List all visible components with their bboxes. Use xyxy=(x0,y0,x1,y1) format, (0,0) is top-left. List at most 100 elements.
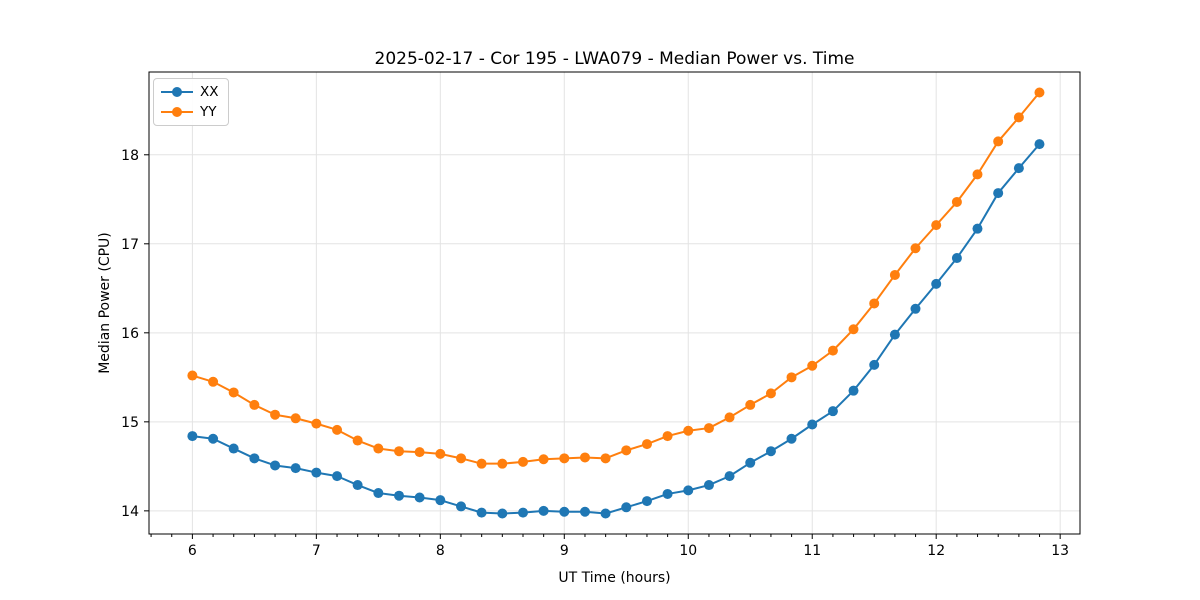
data-point xyxy=(249,453,260,464)
data-point xyxy=(951,196,962,207)
data-point xyxy=(394,446,405,457)
data-point xyxy=(290,413,301,424)
x-tick-label: 7 xyxy=(312,543,321,559)
data-point xyxy=(889,329,900,340)
data-point xyxy=(208,433,219,444)
data-point xyxy=(1034,87,1045,98)
data-point xyxy=(931,220,942,231)
data-point xyxy=(910,303,921,314)
x-tick-label: 13 xyxy=(1051,543,1069,559)
legend-label-YY: YY xyxy=(200,104,217,120)
data-point xyxy=(724,471,735,482)
data-point xyxy=(187,370,198,381)
data-point xyxy=(228,387,239,398)
ticks xyxy=(144,154,1061,539)
data-point xyxy=(559,453,570,464)
data-point xyxy=(497,508,508,519)
data-point xyxy=(703,423,714,434)
data-point xyxy=(270,409,281,420)
data-point xyxy=(662,431,673,442)
data-point xyxy=(807,419,818,430)
data-point xyxy=(972,223,983,234)
data-point xyxy=(600,453,611,464)
data-point xyxy=(352,480,363,491)
data-point xyxy=(869,298,880,309)
data-point xyxy=(972,169,983,180)
data-point xyxy=(332,424,343,435)
data-point xyxy=(1013,112,1024,123)
data-point xyxy=(848,324,859,335)
data-point xyxy=(1013,163,1024,174)
gridlines xyxy=(149,72,1080,534)
data-point xyxy=(414,447,425,458)
x-tick-label: 10 xyxy=(679,543,697,559)
data-point xyxy=(827,406,838,417)
data-point xyxy=(373,488,384,499)
data-point xyxy=(600,508,611,519)
data-point xyxy=(765,388,776,399)
data-point xyxy=(373,443,384,454)
data-point xyxy=(518,507,529,518)
y-axis-label: Median Power (CPU) xyxy=(97,232,113,374)
series-YY xyxy=(187,87,1045,469)
legend-entry-YY: YY xyxy=(160,103,222,121)
axes-frame xyxy=(148,71,1081,535)
data-point xyxy=(270,460,281,471)
x-tick-label: 11 xyxy=(803,543,821,559)
data-point xyxy=(538,454,549,465)
data-point xyxy=(786,372,797,383)
series-XX xyxy=(187,139,1045,519)
data-point xyxy=(889,269,900,280)
data-point xyxy=(786,433,797,444)
legend-entry-XX: XX xyxy=(160,83,222,101)
data-point xyxy=(456,501,467,512)
data-point xyxy=(332,471,343,482)
data-point xyxy=(745,399,756,410)
data-point xyxy=(683,485,694,496)
x-tick-label: 12 xyxy=(927,543,945,559)
data-point xyxy=(518,456,529,467)
data-point xyxy=(538,505,549,516)
data-point xyxy=(1034,139,1045,150)
data-point xyxy=(476,458,487,469)
y-tick-label: 14 xyxy=(121,504,139,520)
tick-labels: 6 7 8 9 10 11 12 13 14 15 16 17 18 xyxy=(121,148,1069,559)
data-point xyxy=(497,458,508,469)
data-point xyxy=(683,425,694,436)
data-point xyxy=(187,431,198,442)
data-point xyxy=(745,457,756,468)
data-point xyxy=(641,496,652,507)
data-point xyxy=(869,359,880,370)
data-point xyxy=(456,453,467,464)
x-axis-label: UT Time (hours) xyxy=(558,570,671,586)
x-tick-label: 9 xyxy=(560,543,569,559)
data-point xyxy=(848,385,859,396)
series-line-XX xyxy=(192,143,1041,515)
y-tick-label: 16 xyxy=(121,326,139,342)
y-tick-label: 18 xyxy=(121,148,139,164)
data-point xyxy=(621,445,632,456)
data-point xyxy=(993,136,1004,147)
data-point xyxy=(290,463,301,474)
data-point xyxy=(910,243,921,254)
data-point xyxy=(827,345,838,356)
data-point xyxy=(621,502,632,513)
chart-title: 2025-02-17 - Cor 195 - LWA079 - Median P… xyxy=(374,49,855,69)
data-point xyxy=(724,412,735,423)
data-point xyxy=(311,418,322,429)
legend-marker-XX xyxy=(161,87,193,97)
data-point xyxy=(249,399,260,410)
data-point xyxy=(208,376,219,387)
data-point xyxy=(931,278,942,289)
data-point xyxy=(228,443,239,454)
data-point xyxy=(579,506,590,517)
data-point xyxy=(579,452,590,463)
data-point xyxy=(394,490,405,501)
data-point xyxy=(703,480,714,491)
data-point xyxy=(807,360,818,371)
legend: XX YY xyxy=(153,78,229,126)
legend-marker-YY xyxy=(161,107,193,117)
x-tick-label: 6 xyxy=(188,543,197,559)
